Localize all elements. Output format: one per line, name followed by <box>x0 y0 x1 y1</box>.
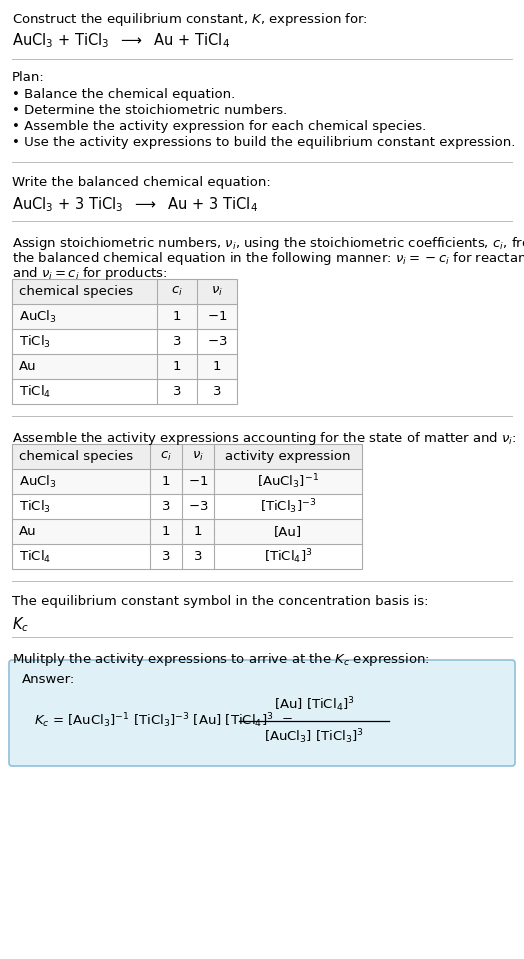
Text: TiCl$_3$: TiCl$_3$ <box>19 334 51 349</box>
Text: the balanced chemical equation in the following manner: $\nu_i = -c_i$ for react: the balanced chemical equation in the fo… <box>12 250 524 267</box>
Bar <box>12 469 362 494</box>
Text: • Assemble the activity expression for each chemical species.: • Assemble the activity expression for e… <box>12 120 426 133</box>
Text: 3: 3 <box>194 550 202 563</box>
Text: Au: Au <box>19 525 37 538</box>
Text: $\nu_i$: $\nu_i$ <box>192 450 204 463</box>
Text: 1: 1 <box>213 360 221 373</box>
Bar <box>12 494 362 519</box>
Text: 3: 3 <box>162 500 170 513</box>
Text: $-$1: $-$1 <box>188 475 208 488</box>
Text: AuCl$_3$ + TiCl$_3$  $\longrightarrow$  Au + TiCl$_4$: AuCl$_3$ + TiCl$_3$ $\longrightarrow$ Au… <box>12 31 230 50</box>
Text: Au: Au <box>19 360 37 373</box>
Text: 1: 1 <box>173 360 181 373</box>
Text: 3: 3 <box>173 385 181 398</box>
Text: Mulitply the activity expressions to arrive at the $K_c$ expression:: Mulitply the activity expressions to arr… <box>12 651 430 668</box>
Bar <box>12 519 362 544</box>
Text: $K_c$ = [AuCl$_3$]$^{-1}$ [TiCl$_3$]$^{-3}$ [Au] [TiCl$_4$]$^3$  =: $K_c$ = [AuCl$_3$]$^{-1}$ [TiCl$_3$]$^{-… <box>34 712 293 731</box>
Text: $-$3: $-$3 <box>188 500 208 513</box>
Text: 3: 3 <box>162 550 170 563</box>
Text: • Determine the stoichiometric numbers.: • Determine the stoichiometric numbers. <box>12 104 287 117</box>
Text: chemical species: chemical species <box>19 285 133 298</box>
Text: [Au] [TiCl$_4$]$^3$: [Au] [TiCl$_4$]$^3$ <box>274 695 354 714</box>
Text: AuCl$_3$ + 3 TiCl$_3$  $\longrightarrow$  Au + 3 TiCl$_4$: AuCl$_3$ + 3 TiCl$_3$ $\longrightarrow$ … <box>12 195 258 214</box>
Text: Assign stoichiometric numbers, $\nu_i$, using the stoichiometric coefficients, $: Assign stoichiometric numbers, $\nu_i$, … <box>12 235 524 252</box>
Text: [TiCl$_3$]$^{-3}$: [TiCl$_3$]$^{-3}$ <box>260 497 316 516</box>
Text: TiCl$_4$: TiCl$_4$ <box>19 384 51 400</box>
Text: Construct the equilibrium constant, $K$, expression for:: Construct the equilibrium constant, $K$,… <box>12 11 368 28</box>
Text: 1: 1 <box>162 475 170 488</box>
Text: Assemble the activity expressions accounting for the state of matter and $\nu_i$: Assemble the activity expressions accoun… <box>12 430 517 447</box>
Text: • Use the activity expressions to build the equilibrium constant expression.: • Use the activity expressions to build … <box>12 136 516 149</box>
Text: AuCl$_3$: AuCl$_3$ <box>19 309 57 324</box>
Bar <box>12 544 362 569</box>
Text: 3: 3 <box>173 335 181 348</box>
Bar <box>12 329 237 354</box>
Text: TiCl$_3$: TiCl$_3$ <box>19 499 51 515</box>
Text: [Au]: [Au] <box>274 525 302 538</box>
Text: • Balance the chemical equation.: • Balance the chemical equation. <box>12 88 235 101</box>
Text: TiCl$_4$: TiCl$_4$ <box>19 549 51 565</box>
Text: $-$3: $-$3 <box>207 335 227 348</box>
Text: 1: 1 <box>194 525 202 538</box>
Bar <box>12 444 362 569</box>
Bar <box>12 304 237 329</box>
Text: 1: 1 <box>173 310 181 323</box>
Bar <box>12 444 362 469</box>
Text: Plan:: Plan: <box>12 71 45 84</box>
Text: AuCl$_3$: AuCl$_3$ <box>19 474 57 489</box>
Text: [AuCl$_3$] [TiCl$_3$]$^3$: [AuCl$_3$] [TiCl$_3$]$^3$ <box>264 728 364 746</box>
Text: [TiCl$_4$]$^3$: [TiCl$_4$]$^3$ <box>264 548 312 566</box>
Bar <box>12 279 237 404</box>
Text: $c_i$: $c_i$ <box>171 285 183 298</box>
Text: [AuCl$_3$]$^{-1}$: [AuCl$_3$]$^{-1}$ <box>257 472 319 491</box>
Bar <box>12 279 237 304</box>
FancyBboxPatch shape <box>9 660 515 766</box>
Text: chemical species: chemical species <box>19 450 133 463</box>
Bar <box>12 379 237 404</box>
Bar <box>12 354 237 379</box>
Text: $c_i$: $c_i$ <box>160 450 172 463</box>
Text: 1: 1 <box>162 525 170 538</box>
Text: activity expression: activity expression <box>225 450 351 463</box>
Text: $-$1: $-$1 <box>207 310 227 323</box>
Text: The equilibrium constant symbol in the concentration basis is:: The equilibrium constant symbol in the c… <box>12 595 429 608</box>
Text: $\nu_i$: $\nu_i$ <box>211 285 223 298</box>
Text: Answer:: Answer: <box>22 673 75 686</box>
Text: Write the balanced chemical equation:: Write the balanced chemical equation: <box>12 176 271 189</box>
Text: $K_c$: $K_c$ <box>12 615 29 634</box>
Text: and $\nu_i = c_i$ for products:: and $\nu_i = c_i$ for products: <box>12 265 168 282</box>
Text: 3: 3 <box>213 385 221 398</box>
